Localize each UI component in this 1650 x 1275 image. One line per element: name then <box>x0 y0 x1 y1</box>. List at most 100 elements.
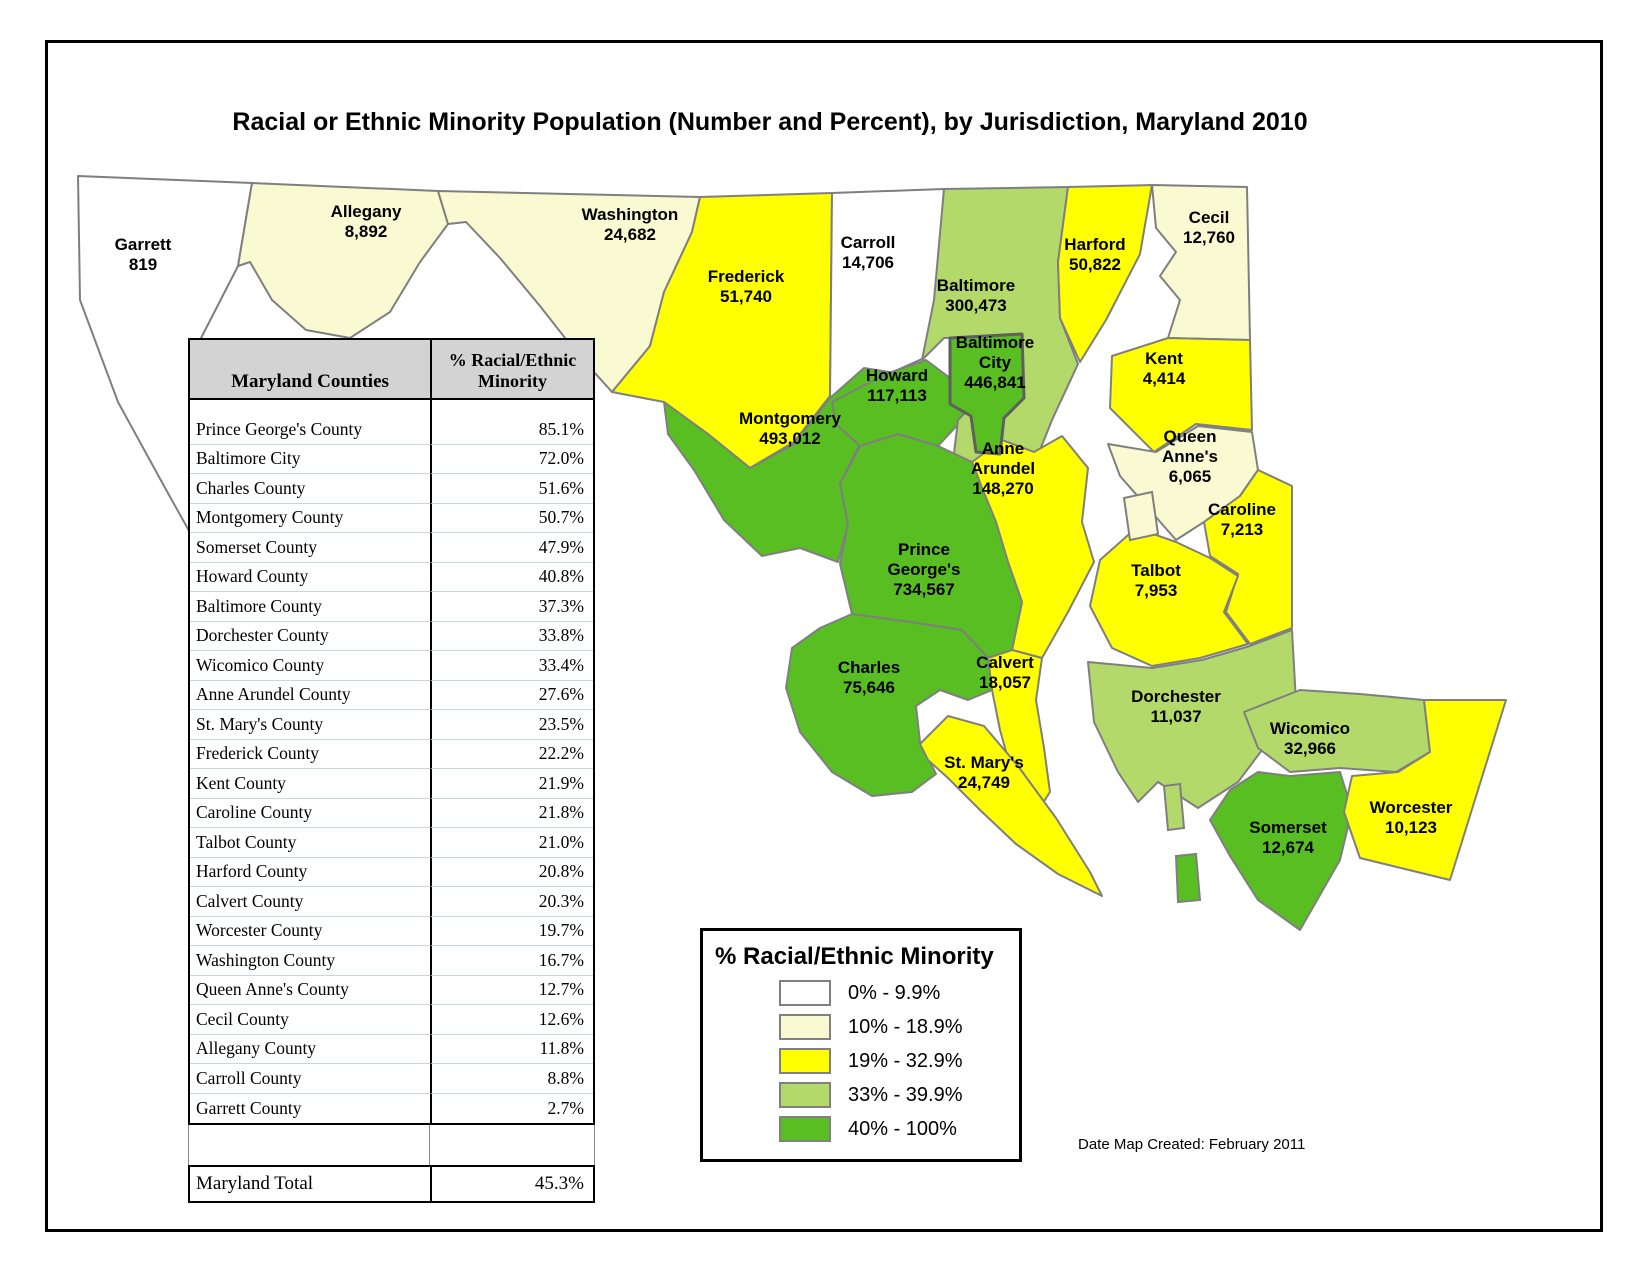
legend-range-label: 0% - 9.9% <box>848 981 941 1004</box>
legend-range-label: 19% - 32.9% <box>848 1049 963 1072</box>
percent-cell: 50.7% <box>430 503 593 533</box>
county-shape-harford <box>1057 184 1153 363</box>
table-row: Howard County 40.8% <box>190 562 593 592</box>
table-row: Wicomico County 33.4% <box>190 651 593 681</box>
table-row: Frederick County 22.2% <box>190 739 593 769</box>
percent-cell: 85.1% <box>430 415 593 445</box>
table-row: Caroline County 21.8% <box>190 798 593 828</box>
county-shape-caroline <box>1203 469 1293 645</box>
county-name-cell: Baltimore County <box>190 592 430 622</box>
table-row: Harford County 20.8% <box>190 857 593 887</box>
county-name-cell: Somerset County <box>190 533 430 563</box>
percent-cell: 2.7% <box>430 1093 593 1123</box>
minority-table: Maryland Counties % Racial/Ethnic Minori… <box>188 338 595 1203</box>
county-name-cell: Harford County <box>190 858 430 887</box>
county-shape-howard <box>831 359 965 447</box>
table-row: Somerset County 47.9% <box>190 533 593 563</box>
percent-cell: 27.6% <box>430 680 593 710</box>
percent-cell: 33.8% <box>430 621 593 651</box>
percent-cell: 11.8% <box>430 1034 593 1064</box>
table-body: Prince George's County 85.1% Baltimore Cit… <box>188 400 595 1125</box>
table-row: Worcester County 19.7% <box>190 916 593 946</box>
table-row: Calvert County 20.3% <box>190 887 593 917</box>
percent-cell: 19.7% <box>430 916 593 946</box>
table-row: Dorchester County 33.8% <box>190 621 593 651</box>
county-name-cell: Dorchester County <box>190 622 430 651</box>
county-name-cell: Worcester County <box>190 917 430 946</box>
county-name-cell: Cecil County <box>190 1005 430 1035</box>
percent-cell: 23.5% <box>430 710 593 740</box>
page-title: Racial or Ethnic Minority Population (Nu… <box>232 108 1308 136</box>
table-row: Garrett County 2.7% <box>190 1093 593 1123</box>
total-value: 45.3% <box>430 1167 593 1201</box>
legend-range-label: 33% - 39.9% <box>848 1083 963 1106</box>
county-name-cell: Baltimore City <box>190 445 430 474</box>
county-name-cell: Prince George's County <box>190 415 430 445</box>
island-shape <box>1174 852 1202 904</box>
map-legend: % Racial/Ethnic Minority 0% - 9.9% 10% - … <box>700 928 1022 1162</box>
legend-item: 19% - 32.9% <box>779 1047 1019 1075</box>
county-name-cell: Kent County <box>190 769 430 799</box>
table-row: Washington County 16.7% <box>190 946 593 976</box>
table-row: Allegany County 11.8% <box>190 1034 593 1064</box>
island-shape <box>1162 782 1186 832</box>
county-name-cell: Anne Arundel County <box>190 681 430 710</box>
county-shape-allegany <box>237 182 449 339</box>
percent-cell: 51.6% <box>430 474 593 504</box>
total-label: Maryland Total <box>196 1173 314 1194</box>
table-row: St. Mary's County 23.5% <box>190 710 593 740</box>
county-name-cell: Allegany County <box>190 1035 430 1064</box>
table-header-row: Maryland Counties % Racial/Ethnic Minori… <box>188 338 595 400</box>
island-shape <box>1122 490 1160 542</box>
percent-cell: 33.4% <box>430 651 593 681</box>
table-row: Kent County 21.9% <box>190 769 593 799</box>
percent-cell: 8.8% <box>430 1064 593 1094</box>
county-shape-talbot <box>1089 527 1249 667</box>
percent-cell: 21.0% <box>430 828 593 858</box>
table-row: Montgomery County 50.7% <box>190 503 593 533</box>
table-row: Queen Anne's County 12.7% <box>190 975 593 1005</box>
county-name-cell: Calvert County <box>190 887 430 917</box>
county-name-cell: Caroline County <box>190 799 430 828</box>
county-name-cell: Wicomico County <box>190 651 430 681</box>
legend-color-swatch <box>779 1082 831 1108</box>
table-row: Carroll County 8.8% <box>190 1064 593 1094</box>
table-row: Talbot County 21.0% <box>190 828 593 858</box>
county-shape-dorchester <box>1087 629 1297 809</box>
county-name-cell: Talbot County <box>190 828 430 858</box>
table-gap-row <box>188 1125 595 1165</box>
legend-title: % Racial/Ethnic Minority <box>715 943 994 970</box>
county-shape-worcester <box>1343 699 1507 881</box>
percent-cell: 21.8% <box>430 798 593 828</box>
legend-range-label: 40% - 100% <box>848 1117 957 1140</box>
legend-item: 40% - 100% <box>779 1115 1019 1143</box>
county-name-cell: Frederick County <box>190 740 430 769</box>
county-name-cell: Garrett County <box>196 1097 302 1118</box>
percent-cell: 40.8% <box>430 562 593 592</box>
percent-cell: 21.9% <box>430 769 593 799</box>
table-row: Baltimore City 72.0% <box>190 444 593 474</box>
legend-range-label: 10% - 18.9% <box>848 1015 963 1038</box>
percent-cell: 20.8% <box>430 857 593 887</box>
table-row: Prince George's County 85.1% <box>190 415 593 445</box>
county-shape-st-marys <box>919 715 1103 897</box>
table-row: Cecil County 12.6% <box>190 1005 593 1035</box>
county-shape-somerset <box>1209 771 1353 931</box>
county-name-cell: St. Mary's County <box>190 710 430 740</box>
legend-item: 0% - 9.9% <box>779 979 1019 1007</box>
table-spacer <box>190 400 593 415</box>
percent-cell: 72.0% <box>430 444 593 474</box>
legend-color-swatch <box>779 1116 831 1142</box>
percent-cell: 16.7% <box>430 946 593 976</box>
legend-item: 10% - 18.9% <box>779 1013 1019 1041</box>
percent-cell: 47.9% <box>430 533 593 563</box>
legend-color-swatch <box>779 980 831 1006</box>
percent-cell: 12.7% <box>430 975 593 1005</box>
percent-cell: 20.3% <box>430 887 593 917</box>
legend-color-swatch <box>779 1048 831 1074</box>
percent-cell: 37.3% <box>430 592 593 622</box>
date-note: Date Map Created: February 2011 <box>1078 1136 1306 1153</box>
table-row: Charles County 51.6% <box>190 474 593 504</box>
percent-cell: 22.2% <box>430 739 593 769</box>
